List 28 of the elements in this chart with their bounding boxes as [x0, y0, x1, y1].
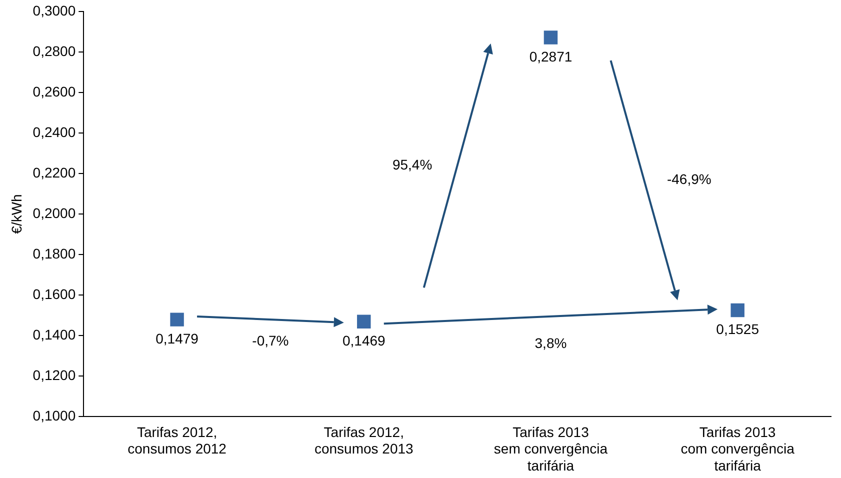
y-tick-label: 0,1000 — [32, 407, 76, 424]
data-label: 0,1479 — [156, 330, 199, 346]
y-tick-label: 0,2400 — [32, 124, 76, 140]
y-tick-label: 0,3000 — [32, 2, 76, 18]
y-tick-label: 0,1800 — [32, 245, 76, 262]
x-tick-label: Tarifas 2012, consumos 2012 — [128, 424, 227, 457]
point — [170, 312, 184, 326]
point — [544, 30, 558, 44]
y-axis-title: €/kWh — [8, 194, 24, 234]
annotation: 3,8% — [534, 335, 567, 352]
data-label: 0,2871 — [529, 48, 572, 64]
point — [357, 314, 371, 328]
annotation: 95,4% — [392, 156, 432, 172]
annotation: -46,9% — [666, 171, 712, 188]
point — [730, 303, 744, 318]
y-tick-label: 0,2800 — [32, 42, 76, 59]
x-tick-label: Tarifas 2013 com convergência tarifária — [680, 424, 795, 474]
data-label: 0,1525 — [716, 321, 760, 338]
annotation: -0,7% — [252, 332, 289, 348]
y-tick-label: 0,1200 — [32, 366, 76, 383]
x-tick-label: Tarifas 2013 sem convergência tarifária — [494, 424, 608, 474]
y-tick-label: 0,2200 — [32, 164, 76, 180]
y-tick-label: 0,2000 — [32, 204, 76, 221]
x-tick-label: Tarifas 2012, consumos 2013 — [314, 424, 414, 457]
data-label: 0,1469 — [342, 332, 386, 348]
y-tick-label: 0,1400 — [32, 326, 76, 342]
y-tick-label: 0,2600 — [32, 83, 76, 100]
y-tick-label: 0,1600 — [32, 286, 76, 302]
